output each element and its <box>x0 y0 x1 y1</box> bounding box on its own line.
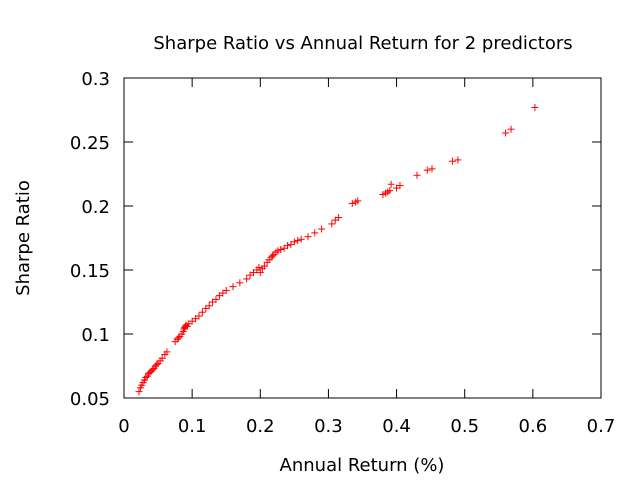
x-tick-label: 0.3 <box>314 416 343 437</box>
data-point <box>531 103 539 111</box>
data-point <box>387 180 395 188</box>
data-point <box>318 225 326 233</box>
data-point <box>236 279 244 287</box>
data-point <box>396 182 404 190</box>
plot-frame <box>123 77 602 399</box>
data-point <box>269 252 277 260</box>
data-point <box>256 269 264 277</box>
data-point <box>423 166 431 174</box>
data-point <box>354 197 362 205</box>
data-point <box>260 262 268 270</box>
data-point <box>163 348 171 356</box>
axis-ticks <box>123 77 602 399</box>
data-point <box>297 235 305 243</box>
x-tick-label: 0.2 <box>246 416 275 437</box>
tick-labels: 0 0.1 0.2 0.3 0.4 0.5 0.6 0.7 0.05 0.1 0.15 0.2 0.25… <box>70 69 615 437</box>
y-tick-label: 0.2 <box>81 197 110 218</box>
y-tick-label: 0.05 <box>70 389 110 410</box>
x-tick-label: 0.4 <box>382 416 411 437</box>
y-tick-label: 0.3 <box>81 69 110 90</box>
data-points <box>135 103 539 396</box>
data-point <box>277 246 285 254</box>
data-point <box>507 125 515 133</box>
x-axis-label: Annual Return (%) <box>280 455 445 476</box>
chart-title: Sharpe Ratio vs Annual Return for 2 pred… <box>153 33 572 54</box>
data-point <box>255 263 263 271</box>
y-tick-label: 0.25 <box>70 133 110 154</box>
data-point <box>229 283 237 291</box>
data-point <box>348 199 356 207</box>
data-point <box>448 157 456 165</box>
x-tick-label: 0.5 <box>450 416 479 437</box>
data-point <box>328 220 336 228</box>
y-tick-label: 0.1 <box>81 325 110 346</box>
data-point <box>195 312 203 320</box>
data-point <box>502 129 510 137</box>
data-point <box>413 171 421 179</box>
data-point <box>335 214 343 222</box>
data-point <box>205 302 213 310</box>
data-point <box>454 156 462 164</box>
y-tick-label: 0.15 <box>70 261 110 282</box>
data-point <box>212 295 220 303</box>
data-point <box>142 374 150 382</box>
data-point <box>304 233 312 241</box>
data-point <box>175 334 183 342</box>
x-tick-label: 0.6 <box>519 416 548 437</box>
data-point <box>294 237 302 245</box>
data-point <box>311 229 319 237</box>
x-tick-label: 0 <box>118 416 129 437</box>
data-point <box>198 308 206 316</box>
data-point <box>158 354 166 362</box>
data-point <box>243 275 251 283</box>
data-point <box>153 361 161 369</box>
y-axis-label: Sharpe Ratio <box>13 180 34 296</box>
data-point <box>428 165 436 173</box>
data-point <box>386 187 394 195</box>
x-tick-label: 0.7 <box>587 416 616 437</box>
data-point <box>284 242 292 250</box>
x-tick-label: 0.1 <box>178 416 207 437</box>
data-point <box>222 286 230 294</box>
data-point <box>135 388 143 396</box>
data-point <box>149 366 157 374</box>
data-point <box>290 238 298 246</box>
